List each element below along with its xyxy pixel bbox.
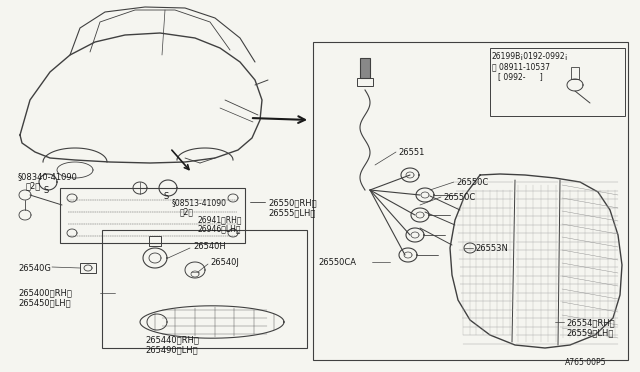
Text: 26553N: 26553N xyxy=(475,244,508,253)
Text: 265490（LH）: 265490（LH） xyxy=(145,345,198,354)
Bar xyxy=(60,188,245,243)
Text: 265440（RH）: 265440（RH） xyxy=(145,335,199,344)
Text: A765·00P5: A765·00P5 xyxy=(565,358,607,367)
Text: S: S xyxy=(44,186,49,195)
Text: 26551: 26551 xyxy=(398,148,424,157)
Text: S: S xyxy=(164,192,169,201)
Bar xyxy=(360,58,370,78)
Text: [ 0992-      ]: [ 0992- ] xyxy=(498,72,543,81)
Bar xyxy=(490,48,625,116)
Bar xyxy=(102,230,307,348)
Text: 26555（LH）: 26555（LH） xyxy=(268,208,316,217)
Text: 26550（RH）: 26550（RH） xyxy=(268,198,317,207)
Text: 26550C: 26550C xyxy=(443,193,476,202)
Text: 265450（LH）: 265450（LH） xyxy=(18,298,70,307)
Text: §08340-41090: §08340-41090 xyxy=(18,172,78,181)
Bar xyxy=(80,263,96,273)
Text: 26550CA: 26550CA xyxy=(318,258,356,267)
Bar xyxy=(357,78,373,86)
Text: （2）: （2） xyxy=(180,207,194,216)
Text: 26199B¡0192-0992¡: 26199B¡0192-0992¡ xyxy=(492,52,568,61)
Text: 26941（RH）: 26941（RH） xyxy=(198,215,243,224)
Bar xyxy=(571,67,579,79)
Text: 26540H: 26540H xyxy=(193,242,226,251)
Text: §08513-41090: §08513-41090 xyxy=(172,198,227,207)
Text: （2）: （2） xyxy=(26,181,41,190)
Text: 26540G: 26540G xyxy=(18,264,51,273)
Text: 26540J: 26540J xyxy=(210,258,239,267)
Text: 26559（LH）: 26559（LH） xyxy=(566,328,613,337)
Text: 265400（RH）: 265400（RH） xyxy=(18,288,72,297)
Text: ⓝ 08911-10537: ⓝ 08911-10537 xyxy=(492,62,550,71)
Text: 26550C: 26550C xyxy=(456,178,488,187)
Text: 26946（LH）: 26946（LH） xyxy=(198,224,241,233)
Bar xyxy=(149,236,161,246)
Text: 26554（RH）: 26554（RH） xyxy=(566,318,614,327)
Bar xyxy=(313,42,628,360)
